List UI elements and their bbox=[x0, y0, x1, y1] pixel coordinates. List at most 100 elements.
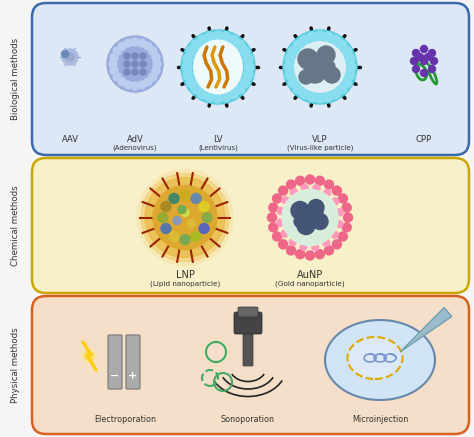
Text: (Adenovirus): (Adenovirus) bbox=[113, 145, 157, 151]
Circle shape bbox=[315, 93, 325, 103]
Text: Physical methods: Physical methods bbox=[11, 327, 20, 403]
Circle shape bbox=[345, 70, 355, 80]
Circle shape bbox=[169, 194, 179, 204]
Circle shape bbox=[325, 246, 334, 255]
Circle shape bbox=[313, 207, 323, 216]
Circle shape bbox=[338, 194, 347, 203]
Text: Microinjection: Microinjection bbox=[352, 416, 408, 424]
Circle shape bbox=[277, 219, 284, 226]
Circle shape bbox=[273, 194, 282, 203]
Circle shape bbox=[281, 230, 288, 237]
Polygon shape bbox=[400, 307, 452, 352]
Circle shape bbox=[158, 212, 168, 222]
Circle shape bbox=[140, 53, 146, 59]
Circle shape bbox=[282, 190, 338, 246]
Circle shape bbox=[288, 77, 298, 87]
Circle shape bbox=[308, 200, 324, 215]
Text: Chemical methods: Chemical methods bbox=[11, 185, 20, 266]
Circle shape bbox=[297, 216, 315, 235]
Circle shape bbox=[149, 47, 157, 55]
Circle shape bbox=[107, 36, 163, 92]
Text: VLP: VLP bbox=[312, 135, 328, 143]
Text: AdV: AdV bbox=[127, 135, 143, 143]
Circle shape bbox=[317, 46, 335, 64]
Circle shape bbox=[183, 54, 193, 64]
Circle shape bbox=[298, 49, 318, 69]
FancyBboxPatch shape bbox=[108, 335, 122, 389]
Circle shape bbox=[110, 67, 118, 75]
Circle shape bbox=[228, 35, 238, 45]
Circle shape bbox=[66, 53, 74, 61]
Circle shape bbox=[293, 84, 303, 94]
Circle shape bbox=[291, 201, 309, 219]
Circle shape bbox=[144, 78, 152, 86]
Circle shape bbox=[269, 223, 278, 232]
Circle shape bbox=[269, 203, 278, 212]
Circle shape bbox=[152, 67, 160, 75]
Circle shape bbox=[213, 31, 223, 41]
Circle shape bbox=[304, 61, 326, 83]
Circle shape bbox=[294, 215, 306, 228]
Circle shape bbox=[132, 53, 138, 59]
Text: LV: LV bbox=[213, 135, 223, 143]
Circle shape bbox=[412, 66, 419, 73]
Circle shape bbox=[124, 39, 132, 47]
Circle shape bbox=[331, 231, 338, 238]
Circle shape bbox=[323, 92, 333, 102]
Circle shape bbox=[336, 209, 343, 216]
Circle shape bbox=[113, 47, 121, 55]
Circle shape bbox=[186, 46, 196, 56]
Circle shape bbox=[124, 61, 130, 67]
Circle shape bbox=[186, 77, 196, 87]
Circle shape bbox=[205, 92, 215, 102]
Circle shape bbox=[285, 70, 295, 80]
FancyBboxPatch shape bbox=[32, 296, 469, 434]
Circle shape bbox=[312, 214, 328, 229]
Circle shape bbox=[336, 221, 343, 228]
Circle shape bbox=[228, 89, 238, 99]
Circle shape bbox=[191, 194, 201, 204]
Circle shape bbox=[161, 201, 171, 212]
FancyBboxPatch shape bbox=[32, 158, 469, 293]
Circle shape bbox=[138, 39, 146, 47]
Circle shape bbox=[183, 70, 193, 80]
Circle shape bbox=[182, 62, 192, 72]
FancyBboxPatch shape bbox=[234, 312, 262, 334]
Circle shape bbox=[124, 53, 130, 59]
Ellipse shape bbox=[347, 337, 402, 379]
Circle shape bbox=[113, 73, 121, 81]
Circle shape bbox=[84, 351, 94, 361]
Circle shape bbox=[306, 251, 315, 260]
Circle shape bbox=[296, 250, 305, 259]
Circle shape bbox=[417, 53, 423, 60]
Circle shape bbox=[169, 232, 179, 242]
Circle shape bbox=[337, 40, 347, 50]
Circle shape bbox=[428, 66, 436, 73]
Text: LNP: LNP bbox=[175, 270, 194, 280]
Circle shape bbox=[300, 89, 310, 99]
Circle shape bbox=[285, 54, 295, 64]
Circle shape bbox=[221, 92, 231, 102]
Circle shape bbox=[338, 232, 347, 241]
Circle shape bbox=[410, 58, 418, 65]
Circle shape bbox=[62, 49, 78, 65]
Circle shape bbox=[296, 176, 305, 185]
Circle shape bbox=[293, 40, 303, 50]
Circle shape bbox=[173, 216, 181, 225]
Circle shape bbox=[243, 70, 253, 80]
Circle shape bbox=[420, 58, 428, 65]
Circle shape bbox=[300, 35, 310, 45]
Ellipse shape bbox=[283, 30, 357, 104]
Text: AAV: AAV bbox=[62, 135, 79, 143]
Circle shape bbox=[213, 93, 223, 103]
Circle shape bbox=[187, 219, 195, 228]
Circle shape bbox=[330, 89, 340, 99]
Circle shape bbox=[199, 223, 209, 233]
Circle shape bbox=[332, 240, 341, 249]
Ellipse shape bbox=[193, 39, 243, 94]
Circle shape bbox=[315, 31, 325, 41]
Text: (Lipid nanoparticle): (Lipid nanoparticle) bbox=[150, 281, 220, 287]
Circle shape bbox=[304, 212, 316, 223]
Text: AuNP: AuNP bbox=[297, 270, 323, 280]
Circle shape bbox=[321, 60, 335, 74]
